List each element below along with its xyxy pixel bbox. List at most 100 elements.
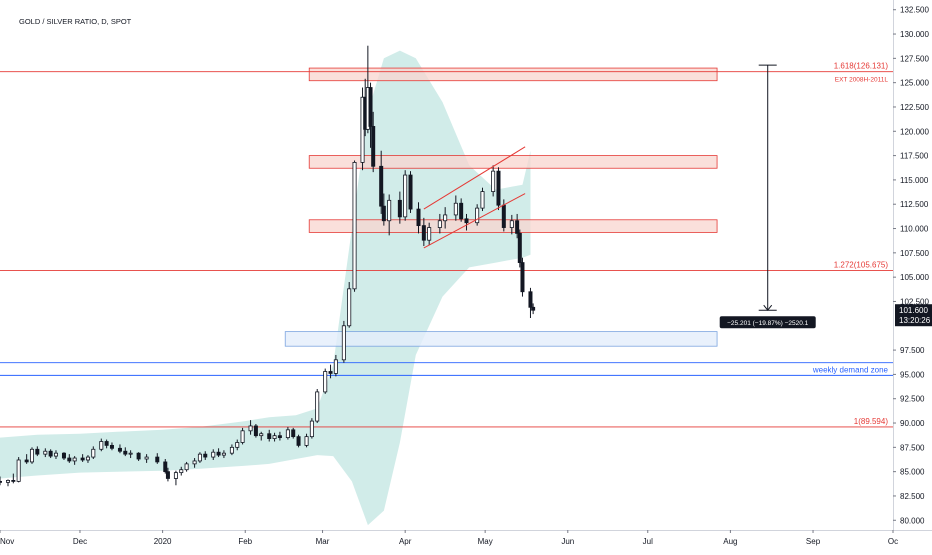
candle: [368, 82, 373, 148]
candle: [531, 303, 536, 315]
x-tick-label: Mar: [316, 537, 330, 546]
candle-body: [240, 430, 245, 443]
candle-body: [501, 204, 506, 228]
candle-body: [43, 450, 48, 455]
candle: [165, 467, 170, 482]
candle: [496, 167, 501, 211]
measure-arrow: [763, 304, 773, 312]
candle: [296, 434, 301, 448]
candle-group: [0, 45, 536, 487]
candle-body: [144, 456, 149, 460]
y-tick-label: 117.500: [900, 152, 929, 161]
candle-body: [328, 371, 333, 374]
candle: [443, 207, 448, 229]
y-tick-label: 115.000: [900, 176, 929, 185]
candle-body: [48, 450, 53, 457]
candle: [427, 222, 432, 246]
candle-body: [192, 460, 197, 465]
candle: [408, 171, 413, 213]
last-price-label: 101.600: [899, 306, 928, 315]
candle-body: [453, 202, 458, 216]
y-tick-label: 102.500: [900, 297, 929, 306]
candle-body: [80, 457, 85, 461]
candle-body: [203, 453, 208, 458]
candle-body: [285, 429, 290, 439]
candle-body: [173, 472, 178, 479]
candle-body: [520, 262, 525, 293]
candle: [453, 195, 458, 221]
candle-body: [16, 459, 21, 482]
y-tick-label: 110.000: [900, 225, 929, 234]
candle: [128, 450, 133, 459]
candle: [229, 444, 234, 456]
x-tick-label: Aug: [723, 537, 737, 546]
candle-body: [517, 232, 522, 263]
candle: [197, 452, 202, 463]
candle: [24, 454, 29, 464]
candle-body: [459, 202, 464, 220]
y-tick-label: 95.000: [900, 370, 925, 379]
candle-body: [259, 433, 264, 437]
price-axis: 132.500 130.000 127.500 125.000 122.500 120.0…: [893, 6, 929, 525]
candle-body: [72, 457, 77, 462]
candle-body: [155, 456, 160, 463]
candle-body: [480, 191, 485, 209]
y-tick-label: 80.000: [900, 516, 925, 525]
candle: [192, 458, 197, 468]
candle-body: [216, 451, 221, 456]
channel-line: [423, 146, 526, 210]
candle-body: [379, 165, 384, 207]
candle-body: [163, 461, 168, 473]
candle-body: [437, 220, 442, 228]
candle: [480, 187, 485, 212]
bollinger-band: [0, 50, 531, 526]
measure-label-box: [719, 316, 816, 329]
candle: [528, 287, 533, 318]
candle: [475, 204, 480, 226]
x-tick-label: Dec: [73, 537, 87, 546]
y-tick-label: 120.000: [900, 127, 929, 136]
candle-body: [341, 325, 346, 361]
candle: [272, 432, 277, 442]
candle: [403, 170, 408, 221]
y-tick-label: 132.500: [900, 6, 929, 15]
candle-body: [381, 205, 386, 222]
candle: [184, 461, 189, 472]
y-tick-label: 90.000: [900, 419, 925, 428]
candle-body: [91, 448, 96, 458]
candle: [43, 448, 48, 458]
candle: [491, 165, 496, 197]
candle: [381, 193, 386, 226]
candle-body: [352, 162, 357, 290]
candle: [347, 282, 352, 328]
candle-body: [53, 452, 58, 457]
x-tick-label: Apr: [399, 537, 412, 546]
candle: [163, 459, 168, 474]
candle-body: [291, 429, 296, 438]
candle-body: [211, 451, 216, 458]
demand-zone: [284, 331, 718, 347]
candle: [416, 202, 421, 234]
candle-body: [397, 199, 402, 218]
y-tick-label: 85.000: [900, 468, 925, 477]
candle: [35, 446, 40, 457]
level-label: 1(89.594): [854, 417, 889, 426]
candle: [277, 431, 282, 441]
candle: [520, 257, 525, 297]
candle: [341, 320, 346, 363]
candle: [104, 439, 109, 449]
candle-body: [104, 441, 109, 446]
candle-body: [99, 441, 104, 450]
level-label: 1.618(126.131): [834, 62, 889, 71]
candle: [437, 213, 442, 234]
candle-body: [128, 452, 133, 455]
candle: [61, 452, 66, 460]
candle: [144, 454, 149, 463]
candle-body: [272, 435, 277, 439]
candle-body: [248, 425, 253, 432]
x-tick-label: May: [478, 537, 493, 546]
candle: [72, 456, 77, 465]
candle-body: [29, 448, 34, 463]
